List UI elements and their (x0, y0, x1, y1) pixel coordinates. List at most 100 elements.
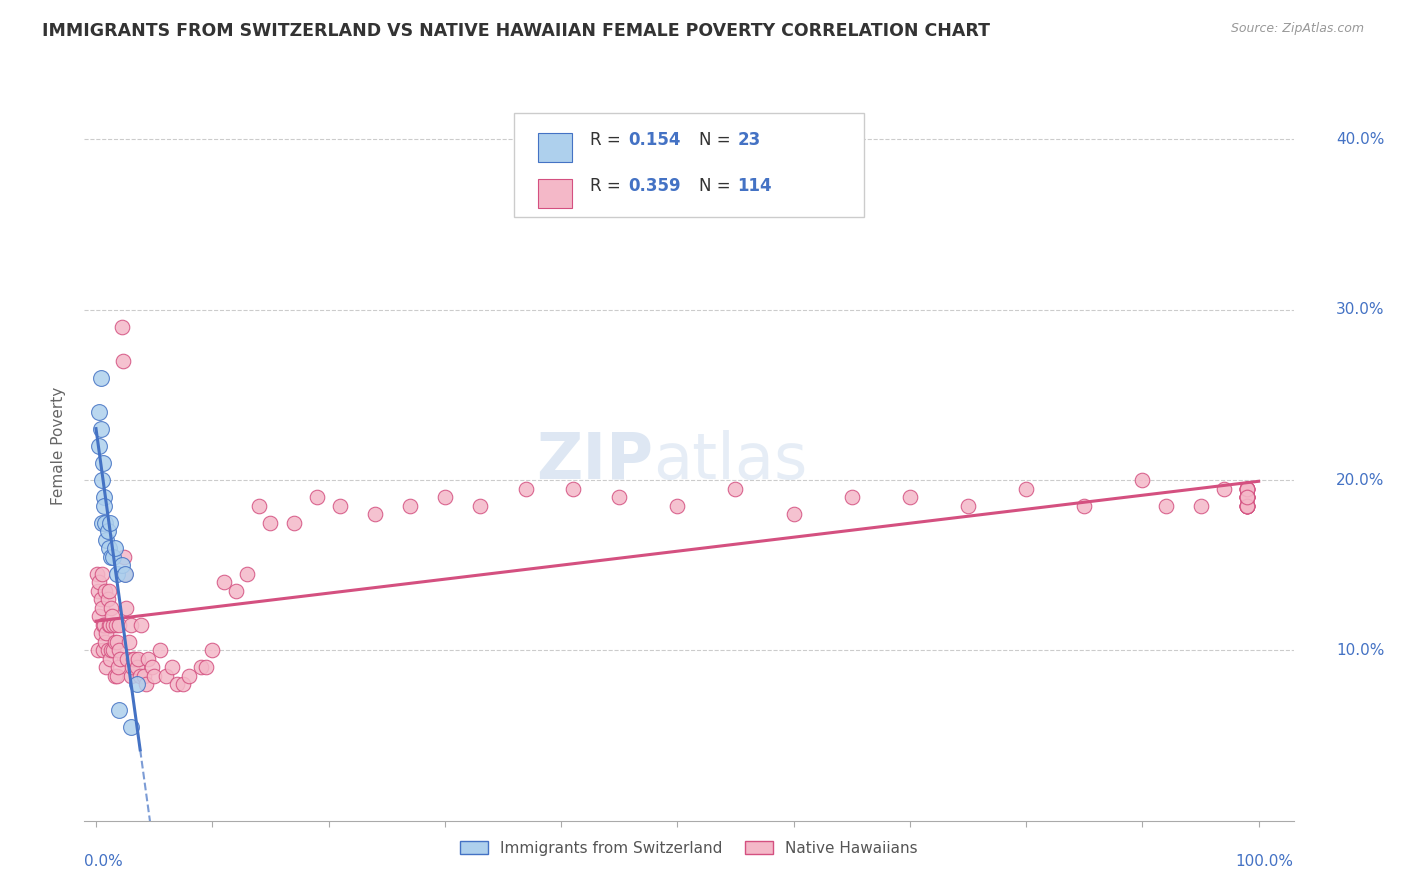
Point (1212, 482, 1234, 496)
Point (114, 566, 136, 581)
Point (201, 643, 224, 657)
Text: 0.359: 0.359 (628, 177, 681, 194)
Point (100, 600, 122, 615)
Point (90, 566, 112, 581)
Point (103, 617, 125, 632)
Point (120, 617, 142, 632)
FancyBboxPatch shape (538, 133, 572, 162)
Point (1015, 482, 1038, 496)
Point (97, 592, 120, 607)
Point (125, 677, 148, 691)
Point (1236, 482, 1258, 496)
Point (1236, 490, 1258, 504)
Point (117, 635, 139, 649)
Point (115, 600, 138, 615)
Text: 23: 23 (737, 131, 761, 149)
FancyBboxPatch shape (513, 112, 865, 218)
Point (561, 482, 583, 496)
Point (120, 720, 142, 734)
Point (131, 617, 153, 632)
Point (93, 499, 115, 513)
Point (782, 507, 804, 521)
Point (107, 660, 129, 674)
Point (98, 617, 121, 632)
Point (105, 669, 128, 683)
Point (129, 669, 152, 683)
Point (1236, 499, 1258, 513)
Point (103, 549, 125, 564)
Point (1236, 499, 1258, 513)
Point (177, 669, 200, 683)
Point (1236, 499, 1258, 513)
Text: N =: N = (699, 177, 735, 194)
Point (172, 677, 194, 691)
Point (1236, 482, 1258, 496)
Point (1236, 499, 1258, 513)
Point (110, 319, 132, 334)
Point (91, 643, 114, 657)
Point (93, 490, 115, 504)
Point (149, 643, 172, 657)
Point (433, 490, 456, 504)
Point (1236, 490, 1258, 504)
Point (90, 600, 112, 615)
Text: 20.0%: 20.0% (1336, 473, 1385, 488)
Point (87, 643, 110, 657)
Point (515, 482, 537, 496)
Point (136, 652, 159, 666)
Point (100, 549, 122, 564)
Point (160, 660, 183, 674)
Point (666, 499, 689, 513)
Text: 0.0%: 0.0% (84, 855, 124, 870)
Point (135, 677, 157, 691)
Point (108, 643, 131, 657)
Point (1236, 482, 1258, 496)
Point (114, 566, 136, 581)
Text: R =: R = (589, 131, 626, 149)
Point (117, 652, 139, 666)
Point (143, 669, 166, 683)
Point (104, 617, 127, 632)
Point (104, 541, 127, 556)
Point (1236, 490, 1258, 504)
Point (1236, 482, 1258, 496)
Point (97, 524, 120, 538)
Point (90, 592, 112, 607)
Point (87, 583, 110, 598)
Point (956, 499, 979, 513)
Legend: Immigrants from Switzerland, Native Hawaiians: Immigrants from Switzerland, Native Hawa… (454, 834, 924, 862)
Point (364, 507, 387, 521)
Point (190, 660, 212, 674)
Point (90, 422, 112, 436)
Point (98, 652, 121, 666)
Point (108, 617, 131, 632)
Point (110, 652, 132, 666)
Point (236, 566, 259, 581)
FancyBboxPatch shape (538, 178, 572, 208)
Point (108, 703, 131, 717)
Point (93, 617, 115, 632)
Text: IMMIGRANTS FROM SWITZERLAND VS NATIVE HAWAIIAN FEMALE POVERTY CORRELATION CHART: IMMIGRANTS FROM SWITZERLAND VS NATIVE HA… (42, 22, 990, 40)
Point (468, 499, 491, 513)
Point (112, 549, 135, 564)
Point (94, 635, 117, 649)
Point (1236, 482, 1258, 496)
Text: atlas: atlas (652, 430, 807, 492)
Text: 30.0%: 30.0% (1336, 302, 1385, 318)
Point (125, 660, 148, 674)
Text: Source: ZipAtlas.com: Source: ZipAtlas.com (1230, 22, 1364, 36)
Point (225, 583, 247, 598)
Point (283, 516, 305, 530)
Point (90, 473, 112, 487)
Point (104, 635, 127, 649)
Point (127, 652, 149, 666)
Point (98, 516, 121, 530)
Point (259, 516, 281, 530)
Point (89, 609, 111, 624)
Point (89, 439, 111, 453)
Point (90, 371, 112, 385)
Point (1236, 490, 1258, 504)
Point (100, 643, 122, 657)
Point (1236, 490, 1258, 504)
Text: 40.0%: 40.0% (1336, 132, 1385, 147)
